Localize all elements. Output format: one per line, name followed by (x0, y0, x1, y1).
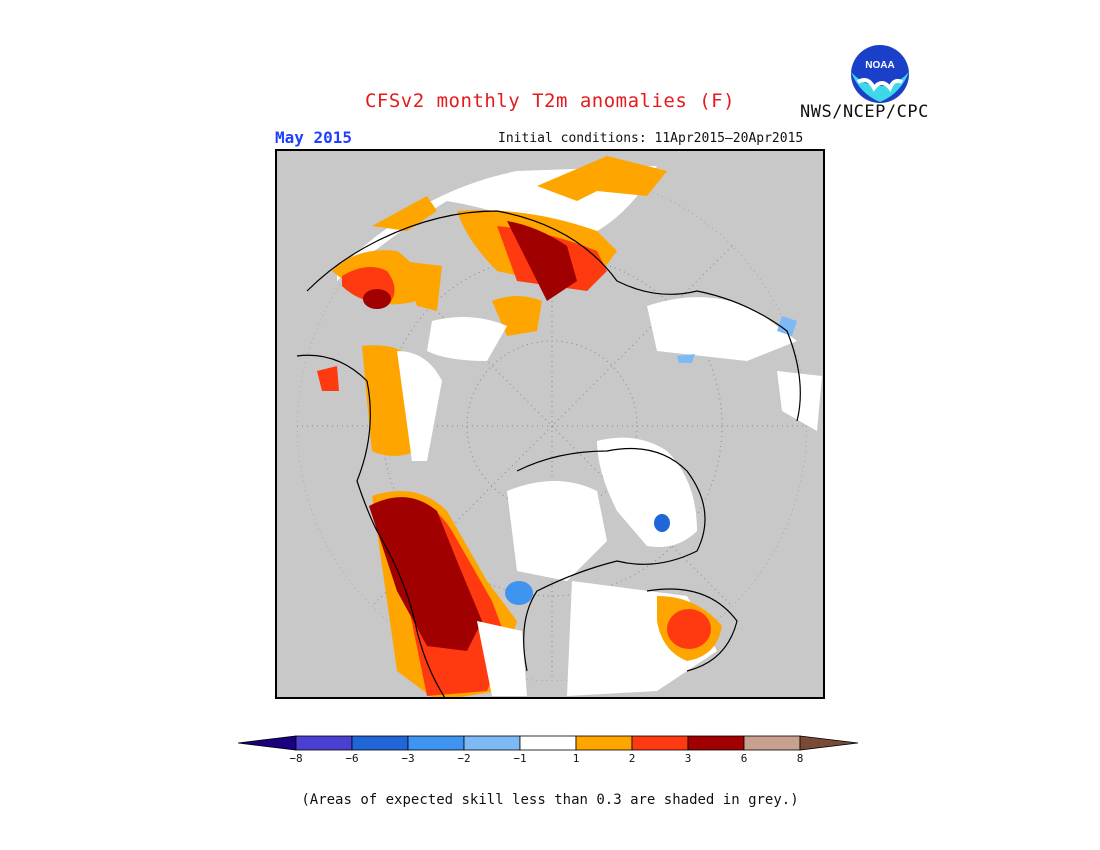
initial-conditions-label: Initial conditions: 11Apr2015–20Apr2015 (498, 131, 804, 146)
white-region (647, 297, 797, 361)
legend-tick-label: 6 (740, 752, 748, 765)
blue-region (654, 514, 670, 532)
color-legend (237, 732, 863, 754)
coastline (306, 210, 801, 422)
white-region (507, 481, 607, 581)
coastline (296, 354, 446, 697)
legend-tick-label: 8 (796, 752, 804, 765)
legend-swatch (687, 735, 745, 751)
legend-swatch (631, 735, 689, 751)
light-blue-region (777, 316, 797, 336)
white-region (397, 351, 442, 461)
chart-title: CFSv2 monthly T2m anomalies (F) (364, 90, 736, 112)
legend-tick-label: −8 (289, 752, 303, 765)
orange-region (402, 261, 442, 311)
polar-map (275, 149, 825, 699)
legend-tick-label: −6 (345, 752, 359, 765)
legend-swatch (351, 735, 409, 751)
legend-swatch (575, 735, 633, 751)
legend-tick-label: 1 (572, 752, 580, 765)
legend-tick-label: −3 (401, 752, 415, 765)
light-blue-region (505, 581, 533, 605)
legend-swatch (743, 735, 801, 751)
coastline (646, 588, 738, 672)
dark-red-region (507, 221, 577, 301)
coastline (516, 447, 706, 672)
noaa-logo: NOAA (848, 42, 912, 106)
orange-region (537, 156, 667, 201)
red-region (317, 366, 339, 391)
legend-swatch (237, 735, 297, 751)
legend-swatch (463, 735, 521, 751)
white-region (597, 437, 697, 547)
white-region (427, 317, 507, 361)
legend-tick-label: −2 (457, 752, 471, 765)
skill-note: (Areas of expected skill less than 0.3 a… (301, 792, 799, 808)
dark-red-region (369, 497, 482, 651)
orange-region (372, 196, 437, 231)
dark-red-region (363, 289, 391, 309)
agency-label: NWS/NCEP/CPC (800, 102, 929, 122)
legend-tick-label: −1 (513, 752, 527, 765)
legend-swatch (295, 735, 353, 751)
legend-swatch (407, 735, 465, 751)
light-blue-region (677, 354, 695, 363)
outside-region (277, 151, 823, 697)
logo-text: NOAA (865, 60, 894, 71)
legend-swatch (519, 735, 577, 751)
month-label: May 2015 (275, 128, 353, 147)
white-region (477, 621, 527, 696)
red-region (667, 609, 711, 649)
legend-tick-label: 3 (684, 752, 692, 765)
legend-tick-label: 2 (628, 752, 636, 765)
legend-swatch (799, 735, 859, 751)
